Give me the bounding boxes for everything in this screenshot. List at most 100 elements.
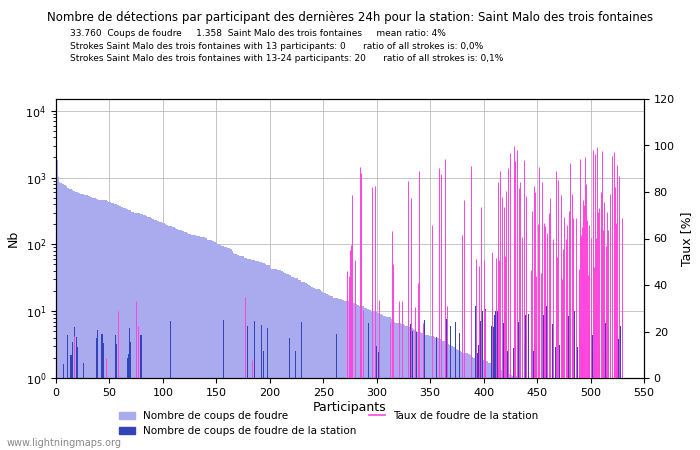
Bar bbox=[606, 378, 607, 450]
Bar bbox=[317, 289, 318, 450]
Bar bbox=[264, 263, 265, 450]
Bar bbox=[572, 378, 573, 450]
Bar bbox=[404, 325, 405, 450]
Bar bbox=[298, 280, 299, 450]
Bar bbox=[170, 321, 171, 450]
Bar bbox=[141, 335, 142, 450]
Bar bbox=[263, 263, 264, 450]
Bar bbox=[418, 332, 419, 450]
Text: 33.760  Coups de foudre     1.358  Saint Malo des trois fontaines     mean ratio: 33.760 Coups de foudre 1.358 Saint Malo … bbox=[70, 29, 446, 38]
Bar bbox=[330, 296, 331, 450]
Text: Strokes Saint Malo des trois fontaines with 13 participants: 0      ratio of all: Strokes Saint Malo des trois fontaines w… bbox=[70, 42, 483, 51]
Bar bbox=[322, 292, 323, 450]
Bar bbox=[239, 256, 240, 450]
Bar bbox=[537, 378, 538, 450]
Bar bbox=[250, 259, 251, 450]
Bar bbox=[449, 345, 450, 450]
Bar bbox=[465, 353, 466, 450]
Bar bbox=[217, 243, 218, 450]
Bar bbox=[400, 324, 401, 450]
Bar bbox=[294, 278, 295, 450]
Bar bbox=[354, 303, 355, 450]
Bar bbox=[446, 320, 447, 450]
Bar bbox=[564, 378, 566, 450]
Bar bbox=[118, 206, 120, 450]
Bar bbox=[233, 253, 234, 450]
Bar bbox=[78, 193, 79, 450]
Bar bbox=[99, 200, 100, 450]
Bar bbox=[527, 378, 528, 450]
Bar bbox=[237, 255, 238, 450]
Bar bbox=[265, 264, 266, 450]
Text: www.lightningmaps.org: www.lightningmaps.org bbox=[7, 437, 122, 447]
Bar bbox=[71, 342, 73, 450]
Bar bbox=[544, 378, 545, 450]
Bar bbox=[513, 347, 514, 450]
Bar bbox=[66, 186, 67, 450]
Bar bbox=[76, 337, 77, 450]
Bar bbox=[479, 315, 480, 450]
Bar bbox=[582, 378, 584, 450]
Bar bbox=[64, 185, 65, 450]
Bar bbox=[157, 220, 158, 450]
Bar bbox=[228, 248, 229, 450]
Bar bbox=[519, 322, 521, 450]
Bar bbox=[462, 352, 463, 450]
Bar bbox=[231, 249, 232, 450]
Bar bbox=[533, 351, 534, 450]
Bar bbox=[376, 346, 377, 450]
Bar bbox=[229, 248, 230, 450]
Bar bbox=[572, 332, 573, 450]
Bar bbox=[314, 288, 315, 450]
Bar bbox=[618, 378, 619, 450]
Bar bbox=[116, 204, 118, 450]
Bar bbox=[141, 214, 142, 450]
Bar bbox=[542, 378, 543, 450]
Bar bbox=[178, 230, 179, 450]
Bar bbox=[546, 306, 547, 450]
Bar bbox=[576, 378, 578, 450]
Bar bbox=[515, 376, 516, 450]
Bar bbox=[554, 347, 556, 450]
Bar bbox=[396, 323, 398, 450]
Bar bbox=[353, 303, 354, 450]
Bar bbox=[461, 352, 462, 450]
Bar bbox=[435, 338, 436, 450]
X-axis label: Participants: Participants bbox=[313, 400, 387, 414]
Bar bbox=[335, 298, 337, 450]
Bar bbox=[590, 378, 591, 450]
Bar bbox=[247, 259, 248, 450]
Bar bbox=[368, 323, 369, 450]
Bar bbox=[102, 200, 104, 450]
Bar bbox=[525, 315, 526, 450]
Bar bbox=[270, 268, 272, 450]
Bar bbox=[293, 277, 294, 450]
Bar bbox=[368, 309, 369, 450]
Bar bbox=[83, 194, 84, 450]
Bar bbox=[319, 290, 321, 450]
Bar bbox=[617, 321, 618, 450]
Bar bbox=[458, 351, 460, 450]
Bar bbox=[372, 310, 373, 450]
Bar bbox=[514, 356, 515, 450]
Bar bbox=[245, 258, 246, 450]
Bar bbox=[637, 378, 638, 450]
Bar bbox=[623, 378, 624, 450]
Bar bbox=[641, 378, 643, 450]
Bar bbox=[351, 303, 353, 450]
Bar bbox=[81, 194, 82, 450]
Bar bbox=[568, 310, 570, 450]
Bar bbox=[584, 378, 586, 450]
Bar bbox=[313, 288, 314, 450]
Bar bbox=[433, 337, 434, 450]
Bar bbox=[107, 201, 108, 450]
Bar bbox=[195, 236, 197, 450]
Bar bbox=[591, 316, 592, 450]
Bar bbox=[82, 194, 83, 450]
Bar bbox=[375, 311, 376, 450]
Bar bbox=[93, 198, 94, 450]
Bar bbox=[106, 200, 107, 450]
Bar bbox=[339, 299, 340, 450]
Bar bbox=[243, 256, 244, 450]
Y-axis label: Taux [%]: Taux [%] bbox=[680, 211, 694, 266]
